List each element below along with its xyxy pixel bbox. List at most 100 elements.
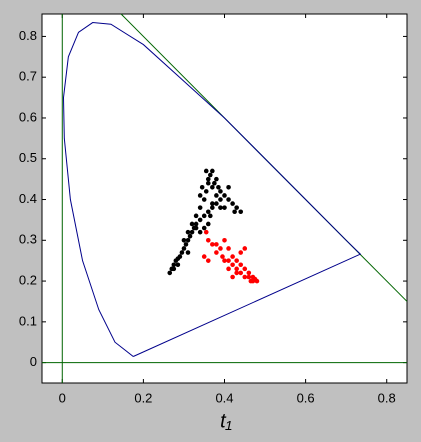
point [210, 201, 215, 206]
point [214, 201, 219, 206]
point [234, 258, 239, 263]
point [181, 237, 187, 243]
x-axis-label: t₁ [220, 410, 232, 432]
line [62, 22, 362, 357]
point [179, 250, 185, 255]
y-tick-label: 0 [30, 354, 37, 369]
point [205, 180, 211, 186]
point [189, 221, 195, 227]
point [185, 229, 191, 235]
point [242, 266, 248, 272]
y-tick-label: 0.3 [19, 232, 37, 247]
point [234, 266, 239, 272]
x-tick-label: 0.6 [297, 390, 315, 405]
point [218, 197, 223, 202]
point [203, 168, 209, 174]
point [193, 221, 199, 227]
point [171, 266, 177, 272]
point [201, 225, 207, 231]
point [197, 217, 203, 223]
point [248, 278, 254, 284]
point [171, 262, 177, 268]
y-tick-label: 0.1 [19, 313, 37, 328]
y-tick-label: 0.5 [19, 150, 37, 165]
point [234, 205, 239, 210]
point [216, 184, 221, 190]
point [210, 242, 215, 247]
point [208, 172, 213, 178]
point [238, 250, 244, 255]
y-tick-label: 0.2 [19, 273, 37, 288]
point [232, 209, 237, 215]
x-tick-label: 0.2 [134, 390, 152, 405]
point [167, 270, 173, 276]
point [201, 254, 207, 259]
point [208, 213, 213, 219]
point [201, 213, 207, 219]
plot-area [41, 13, 408, 384]
point [203, 229, 209, 235]
point [222, 258, 227, 263]
point [230, 274, 235, 280]
point [242, 274, 248, 280]
point [185, 250, 191, 255]
point [199, 184, 205, 190]
point [246, 274, 252, 280]
y-tick-label: 0.6 [19, 109, 37, 124]
point [205, 237, 211, 243]
point [230, 201, 235, 206]
point [203, 189, 209, 194]
point [181, 246, 187, 251]
point [193, 213, 199, 219]
point [222, 205, 227, 210]
point [226, 184, 231, 190]
point [238, 270, 244, 276]
point [252, 276, 258, 282]
point [230, 262, 235, 268]
point [238, 262, 244, 268]
point [205, 209, 211, 215]
point [205, 258, 211, 263]
point [226, 258, 231, 263]
y-tick-label: 0.4 [19, 191, 37, 206]
point [226, 266, 231, 272]
point [177, 254, 183, 259]
point [222, 237, 227, 243]
point [220, 254, 225, 259]
point [242, 246, 248, 251]
point [214, 250, 219, 255]
point [214, 193, 219, 198]
point [226, 197, 231, 202]
point [185, 237, 191, 243]
point [210, 184, 215, 190]
point [218, 205, 223, 210]
point [234, 270, 239, 276]
point [222, 193, 227, 198]
y-tick-label: 0.7 [19, 69, 37, 84]
point [201, 197, 207, 202]
point [205, 221, 211, 227]
point [218, 189, 223, 194]
x-tick-label: 0.4 [215, 390, 233, 405]
point [214, 242, 219, 247]
x-tick-label: 0.8 [378, 390, 396, 405]
point [214, 176, 219, 182]
point [187, 233, 193, 239]
point [210, 205, 215, 210]
point [197, 193, 203, 198]
y-tick-label: 0.8 [19, 28, 37, 43]
point [238, 209, 244, 215]
x-tick-label: 0 [59, 390, 66, 405]
point [210, 168, 215, 174]
point [218, 246, 223, 251]
point [175, 262, 181, 268]
point [197, 229, 203, 235]
point [205, 176, 211, 182]
point [183, 242, 189, 247]
point [189, 229, 195, 235]
point [226, 246, 231, 251]
point [197, 205, 203, 210]
point [230, 254, 235, 259]
